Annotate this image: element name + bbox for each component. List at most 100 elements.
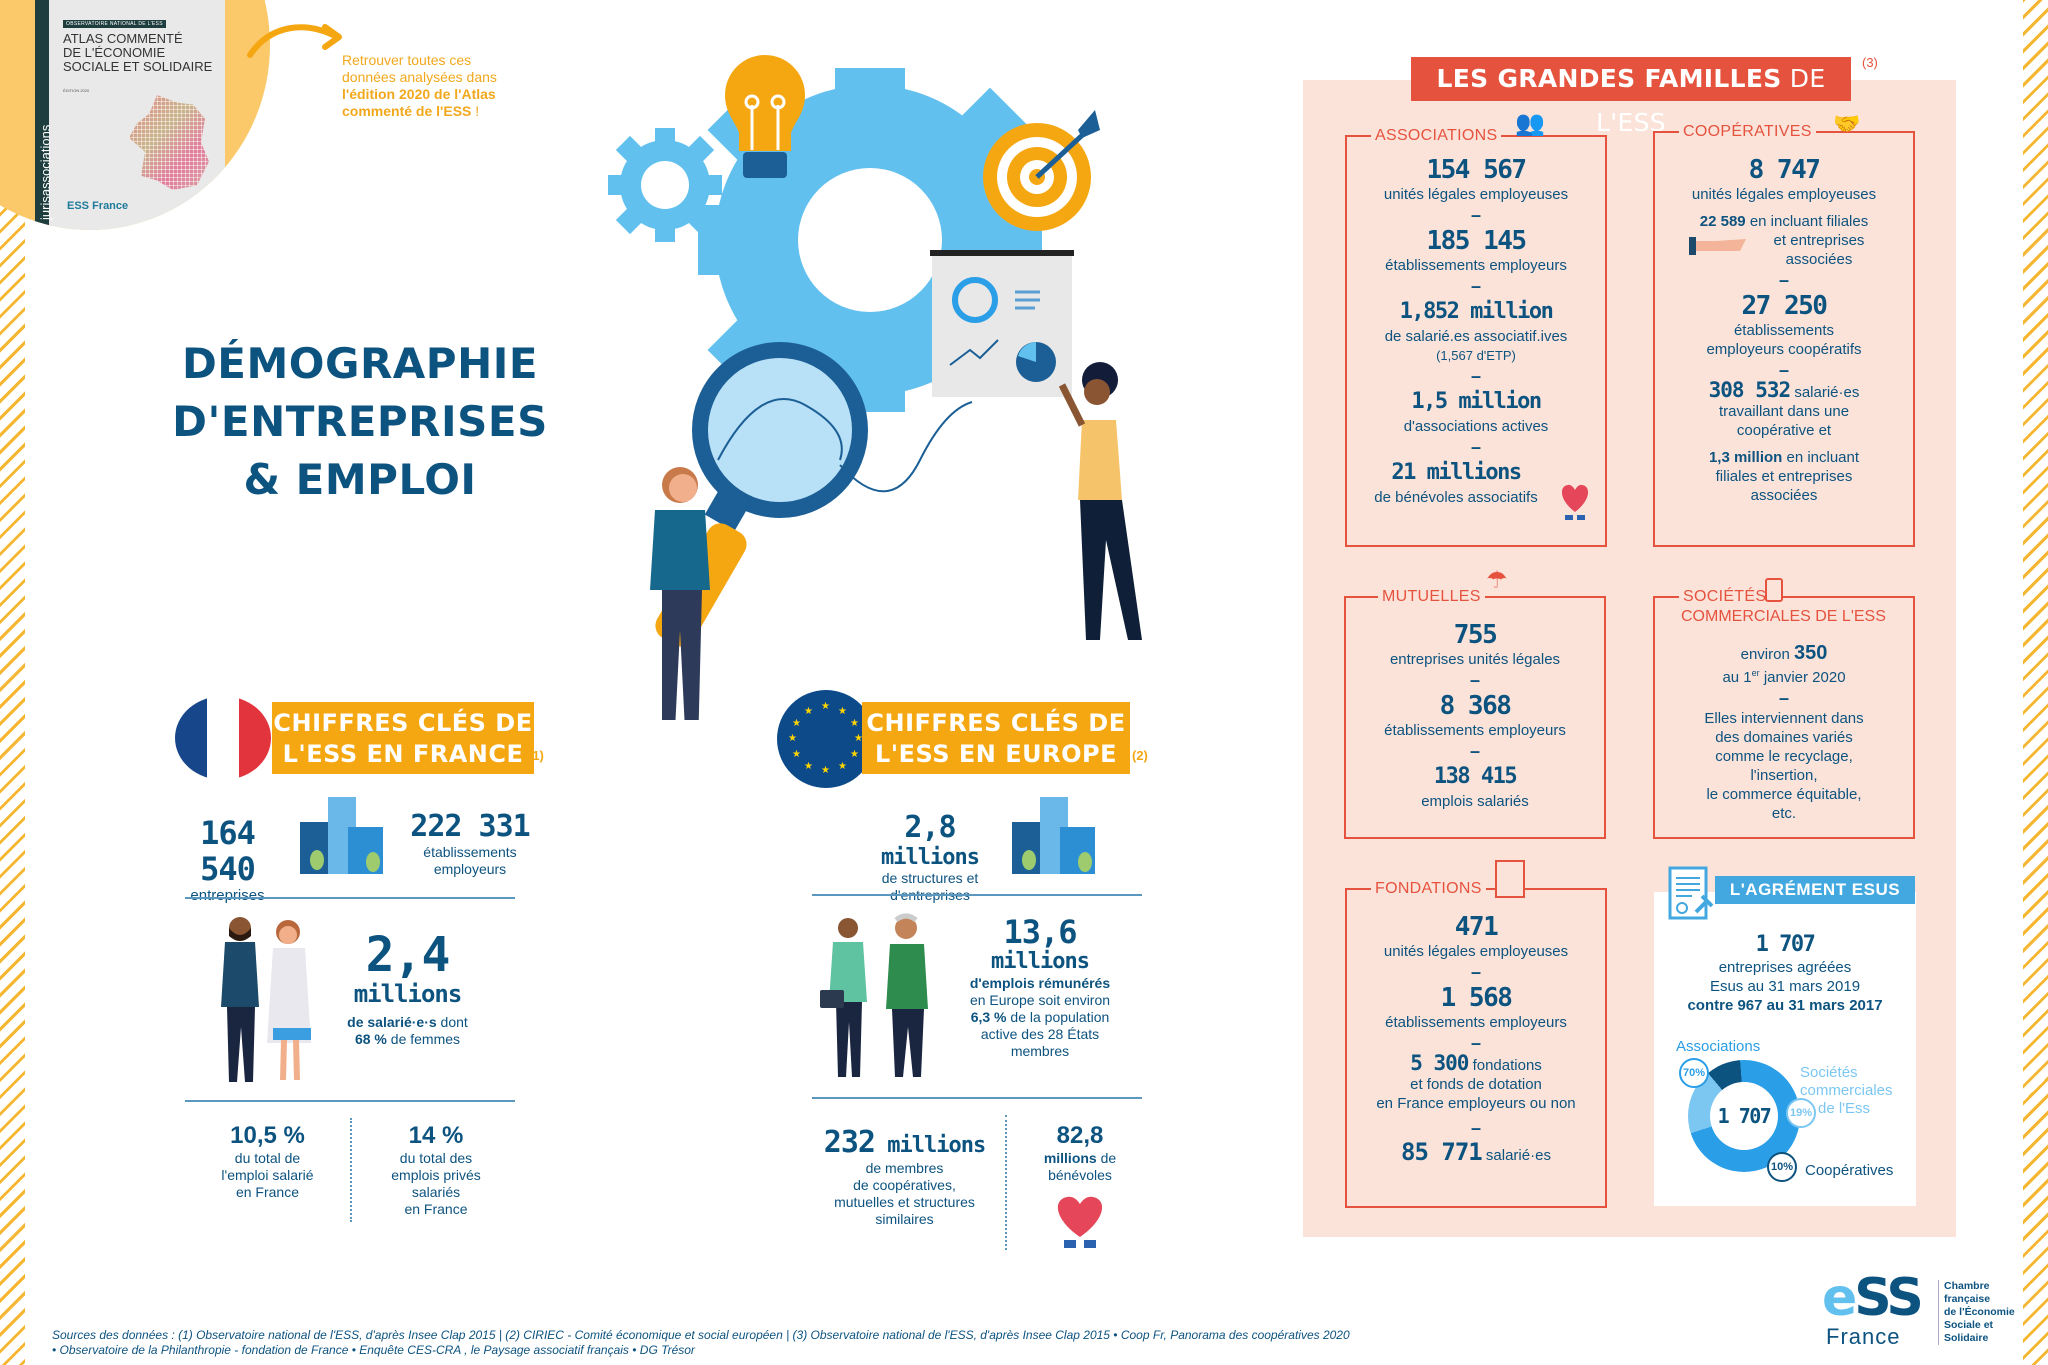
book-title: ATLAS COMMENTÉ DE L'ÉCONOMIE SOCIALE ET … — [63, 32, 213, 74]
pct-cooperatives-bubble: 10% — [1767, 1152, 1797, 1182]
separator-dash: – — [1470, 1033, 1481, 1053]
stat-label: mutuelles et structures — [834, 1194, 975, 1210]
pct-associations-bubble: 70% — [1679, 1058, 1709, 1088]
esus-summary: 1 707 entreprises agréées Esus au 31 mar… — [1660, 932, 1910, 1015]
stat-number: 185 145 — [1426, 226, 1527, 256]
stat-label: de coopératives, — [853, 1177, 956, 1193]
societes-label: SOCIÉTÉS — [1679, 588, 1771, 606]
ess-logo-sub: France — [1826, 1324, 1901, 1349]
chambre-line: Solidaire — [1944, 1332, 1989, 1344]
stat-label: de femmes — [386, 1031, 461, 1047]
stat-label: membres — [1010, 1043, 1070, 1059]
stat-number: 13,6 — [1003, 913, 1077, 951]
stat-label: comme le recyclage, — [1715, 748, 1853, 765]
france-stat-emploi-prive: 14 % du total des emplois privés salarié… — [362, 1122, 510, 1218]
france-source-note: (1) — [528, 748, 544, 763]
two-people-icon — [221, 917, 311, 1082]
book-title-line: DE L'ÉCONOMIE — [63, 45, 166, 60]
book-edition: ÉDITION 2020 — [63, 88, 90, 93]
stat-label: en France — [235, 1184, 300, 1200]
stat-number: 27 250 — [1741, 291, 1828, 321]
heart-hands-icon — [1561, 484, 1589, 520]
stat-label: salarié·es — [1481, 1147, 1551, 1164]
stat-label: er — [1751, 668, 1760, 678]
europe-banner: CHIFFRES CLÉS DE L'ESS EN EUROPE — [862, 702, 1130, 774]
stat-label: établissements — [1733, 322, 1835, 339]
stat-label: unités légales employeuses — [1691, 186, 1877, 203]
divider — [812, 894, 1142, 896]
legend-societes: Sociétés commerciales de l'Ess — [1800, 1064, 1893, 1118]
eu-flag-icon: ★ ★ ★ ★ ★ ★ ★ ★ ★ ★ ★ ★ — [777, 690, 875, 788]
france-banner: CHIFFRES CLÉS DE L'ESS EN FRANCE — [272, 702, 534, 774]
separator-dash: – — [1778, 360, 1789, 380]
france-flag-icon — [175, 696, 271, 780]
people-group-icon: 👥 — [1515, 110, 1545, 137]
page-title: DÉMOGRAPHIE D'ENTREPRISES & EMPLOI — [160, 335, 560, 509]
dotted-divider — [1005, 1115, 1007, 1250]
france-banner-line: CHIFFRES CLÉS DE — [273, 709, 533, 737]
stat-label: employeurs — [433, 861, 507, 877]
stat-label: contre 967 au 31 mars 2017 — [1687, 997, 1883, 1014]
heart-hands-icon — [1057, 1196, 1103, 1248]
stat-label: entreprises agréées — [1718, 959, 1852, 976]
stat-unit: millions — [991, 949, 1090, 974]
europe-emplois-stat: 13,6 millions d'emplois rémunérés en Eur… — [950, 915, 1130, 1060]
stat-number: 1,5 million — [1411, 389, 1542, 414]
mutuelles-label: MUTUELLES — [1378, 588, 1485, 606]
title-line-2: D'ENTREPRISES — [162, 393, 558, 451]
stat-unit: millions — [874, 1133, 986, 1158]
separator-dash: – — [1778, 270, 1789, 290]
stat-label: de la population — [1006, 1009, 1110, 1025]
stat-number: 138 415 — [1433, 764, 1518, 789]
stat-number: 8 368 — [1439, 691, 1512, 721]
stat-label: emplois salariés — [1421, 793, 1529, 810]
stat-label: et entreprises — [1773, 232, 1865, 249]
ess-logo-text: SS — [1854, 1268, 1924, 1328]
stat-label: du total des — [399, 1150, 473, 1166]
europe-source-note: (2) — [1132, 748, 1148, 763]
promo-text: Retrouver toutes ces données analysées d… — [342, 52, 542, 120]
book-spine: jurisassociations — [38, 124, 53, 220]
pct-societes-bubble: 19% — [1786, 1098, 1816, 1128]
dotted-divider — [350, 1118, 352, 1222]
societes-label-2: COMMERCIALES DE L'ESS — [1681, 608, 1886, 625]
stat-label: au 1 — [1722, 669, 1752, 686]
stat-label: établissements employeurs — [1385, 257, 1567, 274]
stat-label: bénévoles — [1048, 1167, 1112, 1183]
esus-donut-chart: 1 707 — [1688, 1060, 1800, 1172]
handshake-icon: 🤝 — [1833, 111, 1861, 136]
stat-number: 1,852 million — [1399, 299, 1554, 324]
stat-label: entreprises — [190, 887, 265, 904]
stat-number: 755 — [1453, 620, 1498, 650]
promo-line: données analysées dans — [342, 69, 497, 85]
europe-banner-line: L'ESS EN EUROPE — [875, 740, 1117, 768]
sources-line: Sources des données : (1) Observatoire n… — [52, 1328, 1350, 1342]
legend-line: de l'Ess — [1818, 1100, 1871, 1117]
europe-banner-line: CHIFFRES CLÉS DE — [866, 709, 1126, 737]
stat-label: Elles interviennent dans — [1704, 710, 1864, 727]
stat-label: salarié·es — [1790, 384, 1860, 401]
legend-line: commerciales — [1800, 1082, 1893, 1099]
separator-dash: – — [1469, 741, 1480, 761]
stat-label: en incluant — [1782, 449, 1860, 466]
separator-dash: – — [1778, 688, 1789, 708]
chambre-line: Chambre — [1944, 1280, 1990, 1292]
book-title-line: ATLAS COMMENTÉ — [63, 31, 183, 46]
stat-label: salariés — [411, 1184, 461, 1200]
stat-label: de structures et — [881, 870, 979, 886]
ess-france-logo: eSS France — [1822, 1272, 1927, 1352]
curved-arrow-icon — [247, 24, 342, 58]
stat-label: unités légales employeuses — [1383, 186, 1569, 203]
stat-label: l'emploi salarié — [221, 1167, 314, 1183]
separator-dash: – — [1469, 670, 1480, 690]
familles-title-bold: LES GRANDES FAMILLES — [1436, 64, 1782, 93]
france-etablissements-stat: 222 331 établissements employeurs — [400, 810, 540, 878]
stat-number-inline: 350 — [1794, 642, 1828, 664]
atlas-book-cover: OBSERVATOIRE NATIONAL DE L'ESS ATLAS COM… — [35, 0, 225, 230]
target-icon — [983, 110, 1100, 231]
person-magnifier-icon — [650, 467, 710, 720]
esus-label: L'AGRÉMENT ESUS — [1715, 876, 1915, 904]
stat-number: 2,4 — [365, 927, 451, 983]
stat-number: 21 millions — [1391, 460, 1522, 485]
europe-structures-stat: 2,8 millions de structures et d'entrepri… — [855, 810, 1005, 904]
